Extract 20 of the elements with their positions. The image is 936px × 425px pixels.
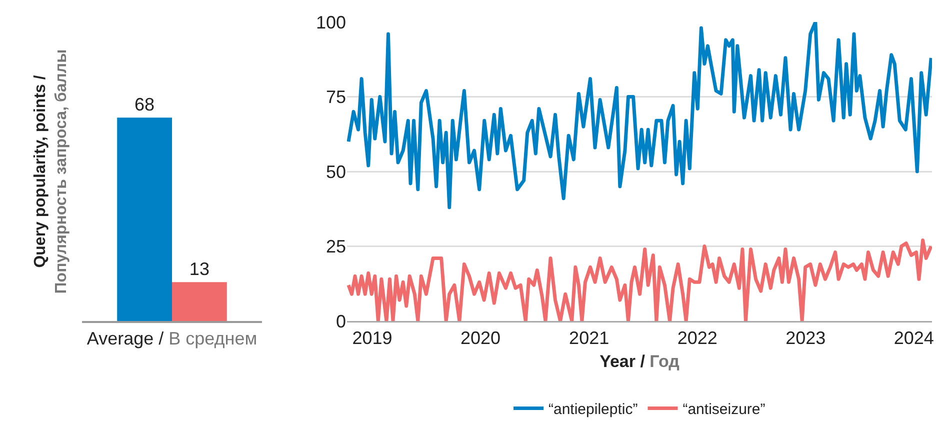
y-axis-title: Query popularity, points / Популярность запроса, баллы bbox=[32, 49, 70, 294]
data-label: 13 bbox=[189, 259, 210, 280]
x-tick-label: 2022 bbox=[677, 328, 718, 348]
x-tick-label: 2023 bbox=[786, 328, 826, 348]
x-tick-label: 2021 bbox=[569, 328, 610, 348]
y-tick-label: 75 bbox=[326, 87, 346, 108]
x-axis-title: Year / Год bbox=[600, 352, 680, 372]
x-tick-label: 2024 bbox=[894, 328, 934, 348]
y-tick-label: 0 bbox=[336, 311, 346, 332]
y-tick-label: 25 bbox=[326, 236, 346, 257]
x-tick-label: Average / В среднем bbox=[86, 328, 258, 349]
legend-label: “antiseizure” bbox=[682, 401, 766, 418]
y-tick-label: 100 bbox=[316, 12, 346, 32]
data-label: 68 bbox=[134, 94, 155, 115]
line-series bbox=[347, 22, 932, 210]
line-series bbox=[347, 238, 932, 321]
y-tick-label: 50 bbox=[326, 162, 346, 182]
x-tick-label: 2020 bbox=[460, 328, 501, 348]
x-tick-label: 2019 bbox=[352, 328, 392, 348]
legend-label: “antiepileptic” bbox=[548, 401, 638, 418]
